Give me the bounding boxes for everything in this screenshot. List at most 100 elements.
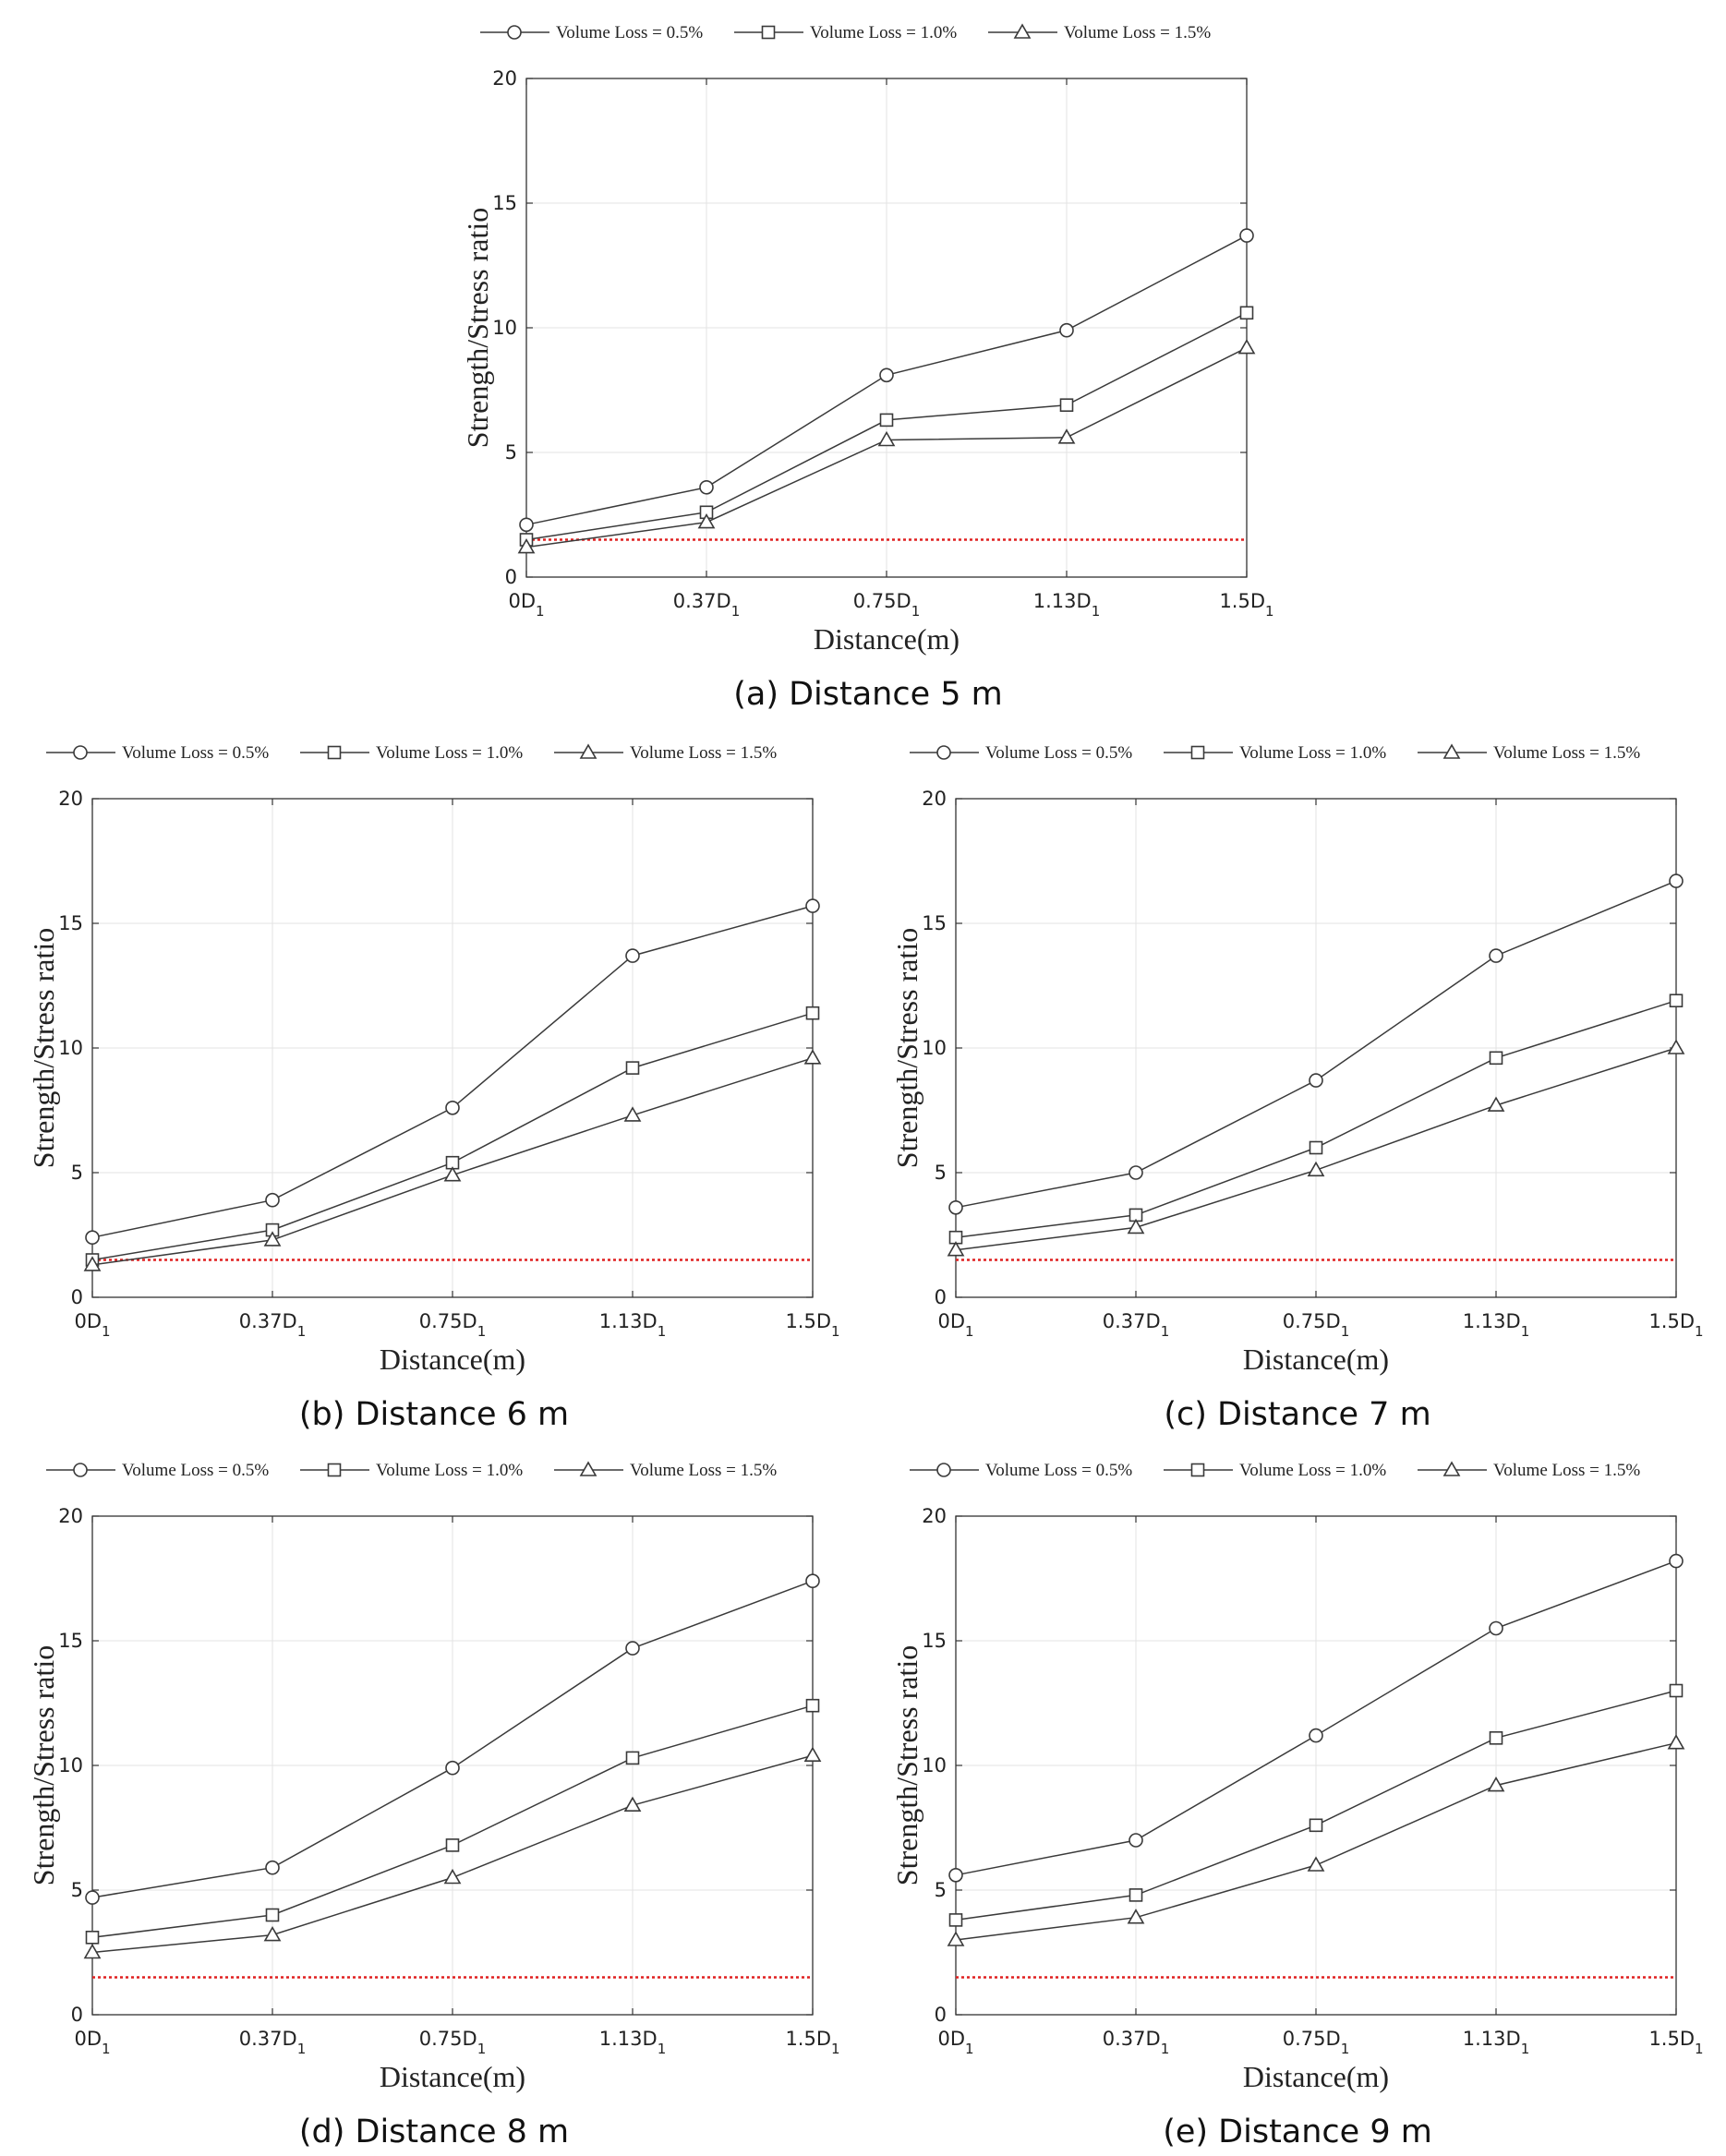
data-point-circle [1489, 1620, 1503, 1636]
x-tick-label: 0.37D1 [1103, 2028, 1169, 2057]
legend: Volume Loss = 0.5% Volume Loss = 1.0% Volu… [480, 23, 1211, 42]
legend-label-0: Volume Loss = 0.5% [985, 1461, 1132, 1480]
legend-label-2: Volume Loss = 1.5% [630, 743, 777, 763]
x-tick-label: 0.37D1 [673, 590, 740, 620]
data-point-circle [1489, 948, 1503, 963]
data-point-circle [879, 367, 894, 383]
x-tick-label: 0.75D1 [853, 590, 920, 620]
legend: Volume Loss = 0.5% Volume Loss = 1.0% Volu… [910, 1461, 1640, 1480]
y-tick-label: 5 [71, 1879, 83, 1901]
x-tick-label: 0.75D1 [1283, 1310, 1349, 1340]
data-point-circle [699, 479, 714, 495]
x-tick-label: 1.13D1 [599, 1310, 666, 1340]
legend-marker-square [1190, 745, 1205, 760]
data-point-triangle [1487, 1096, 1505, 1112]
y-axis-label: Strength/Stress ratio [890, 1645, 923, 1885]
legend: Volume Loss = 0.5% Volume Loss = 1.0% Volu… [46, 1461, 777, 1480]
x-tick-label: 1.13D1 [599, 2028, 666, 2057]
y-tick-label: 10 [58, 1037, 83, 1059]
x-tick-label: 1.5D1 [1219, 590, 1273, 620]
legend-marker-circle [936, 745, 951, 760]
data-point-circle [805, 1573, 820, 1588]
legend-marker-square [327, 1463, 342, 1477]
data-point-circle [265, 1860, 280, 1875]
y-tick-label: 5 [71, 1162, 83, 1184]
legend-marker-triangle [1442, 743, 1461, 759]
data-point-circle [519, 517, 534, 533]
x-tick-label: 0.75D1 [419, 1310, 486, 1340]
y-tick-label: 5 [505, 441, 517, 464]
data-point-circle [1239, 228, 1254, 243]
chart-panel-c: 0 5 10 15 20 0D1 0.37D1 0.75D1 1.13D1 1.5D1 Distan… [882, 729, 1713, 1433]
chart-a-svg: 0 5 10 15 20 0D1 0.37D1 0.75D1 1.13D1 1.5D1 Distan… [461, 23, 1274, 656]
y-tick-label: 20 [922, 1505, 947, 1527]
caption-c: (c) Distance 7 m [1164, 1396, 1431, 1433]
chart-panel-e: 0 5 10 15 20 0D1 0.37D1 0.75D1 1.13D1 1.5D1 Distan… [882, 1447, 1713, 2150]
caption-d: (d) Distance 8 m [298, 2114, 570, 2150]
chart-panel-a: 0 5 10 15 20 0D1 0.37D1 0.75D1 1.13D1 1.5D1 Distan… [453, 9, 1284, 713]
data-point-square [445, 1838, 460, 1852]
legend-label-0: Volume Loss = 0.5% [556, 23, 703, 42]
chart-b-svg: 0 5 10 15 20 0D1 0.37D1 0.75D1 1.13D1 1.5D1 Distan… [27, 743, 840, 1376]
data-point-triangle [877, 430, 896, 447]
data-point-triangle [947, 1931, 965, 1946]
y-tick-label: 0 [505, 566, 517, 588]
data-point-circle [265, 1192, 280, 1208]
chart-c-svg: 0 5 10 15 20 0D1 0.37D1 0.75D1 1.13D1 1.5D1 Distan… [890, 743, 1704, 1376]
x-axis-label: Distance(m) [1243, 2060, 1389, 2093]
data-point-triangle [1057, 428, 1076, 444]
data-point-square [879, 413, 894, 428]
x-tick-label: 1.13D1 [1463, 2028, 1529, 2057]
y-tick-label: 15 [922, 912, 947, 934]
caption-b: (b) Distance 6 m [298, 1396, 570, 1433]
data-point-triangle [83, 1943, 102, 1959]
data-point-circle [948, 1867, 963, 1883]
series-0-group [948, 1553, 1684, 1883]
data-point-circle [445, 1100, 460, 1115]
series-2-group [517, 338, 1256, 554]
y-tick-label: 15 [58, 1630, 83, 1652]
data-point-square [1129, 1888, 1143, 1902]
legend-marker-circle [73, 745, 88, 760]
y-tick-label: 0 [935, 2004, 947, 2026]
y-tick-label: 15 [922, 1630, 947, 1652]
data-point-square [265, 1908, 280, 1922]
legend-marker-triangle [579, 1461, 597, 1476]
y-tick-label: 5 [935, 1162, 947, 1184]
data-point-square [1239, 306, 1254, 320]
data-point-triangle [1127, 1218, 1145, 1235]
data-point-circle [445, 1760, 460, 1776]
legend-marker-triangle [579, 743, 597, 759]
y-axis-label: Strength/Stress ratio [461, 208, 494, 448]
y-axis-label: Strength/Stress ratio [27, 928, 60, 1168]
y-tick-label: 10 [922, 1754, 947, 1777]
series-2-group [83, 1049, 822, 1271]
y-tick-label: 5 [935, 1879, 947, 1901]
data-point-square [625, 1061, 640, 1075]
y-tick-label: 0 [71, 2004, 83, 2026]
data-point-triangle [1487, 1776, 1505, 1792]
x-axis-label: Distance(m) [814, 622, 960, 656]
x-tick-label: 0D1 [74, 2028, 110, 2057]
y-tick-label: 0 [935, 1286, 947, 1308]
series-0-group [85, 898, 820, 1246]
x-tick-label: 1.5D1 [785, 1310, 839, 1340]
data-point-square [85, 1930, 100, 1945]
data-point-circle [1309, 1073, 1323, 1088]
series-1-group [948, 1683, 1684, 1927]
data-point-square [948, 1913, 963, 1927]
data-point-circle [948, 1199, 963, 1215]
y-tick-label: 10 [922, 1037, 947, 1059]
data-point-square [805, 1006, 820, 1020]
legend-label-2: Volume Loss = 1.5% [630, 1461, 777, 1480]
legend-label-2: Volume Loss = 1.5% [1493, 743, 1640, 763]
legend-label-2: Volume Loss = 1.5% [1493, 1461, 1640, 1480]
y-tick-label: 15 [492, 192, 517, 214]
data-point-triangle [803, 1049, 822, 1065]
chart-panel-d: 0 5 10 15 20 0D1 0.37D1 0.75D1 1.13D1 1.5D1 Distan… [18, 1447, 850, 2150]
x-tick-label: 1.5D1 [785, 2028, 839, 2057]
x-tick-label: 0D1 [937, 1310, 973, 1340]
x-tick-label: 1.5D1 [1648, 2028, 1703, 2057]
data-point-triangle [697, 512, 716, 529]
data-point-square [1059, 398, 1074, 413]
